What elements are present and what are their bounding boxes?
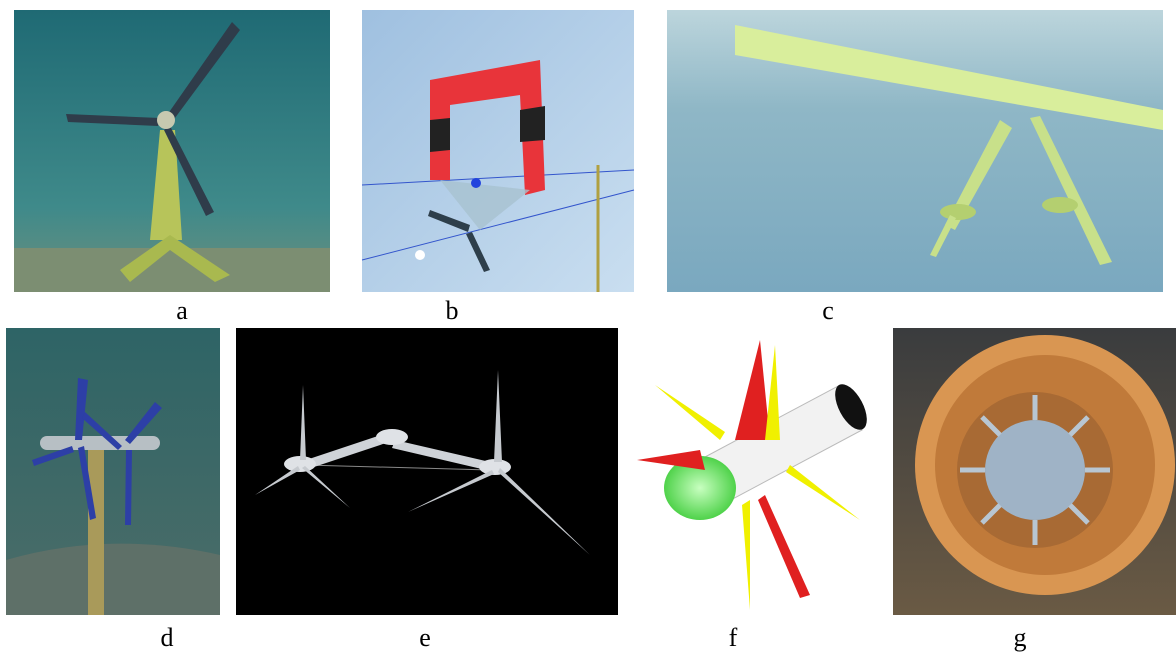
panel-e-image [236, 328, 618, 615]
panel-label: g [1014, 623, 1027, 652]
panel-label: b [446, 296, 459, 325]
panel-label: e [419, 623, 431, 652]
panel-label: f [729, 623, 738, 652]
panel-b-image [361, 10, 635, 292]
panel-d-image [6, 328, 220, 615]
panel-label: d [161, 623, 174, 652]
panel-label: c [822, 296, 834, 325]
panel-a-image [14, 10, 330, 292]
panel-label: a [176, 296, 188, 325]
panel-c-image [667, 10, 1163, 292]
panel-f-image [633, 328, 868, 615]
panel-g-image [893, 328, 1176, 615]
